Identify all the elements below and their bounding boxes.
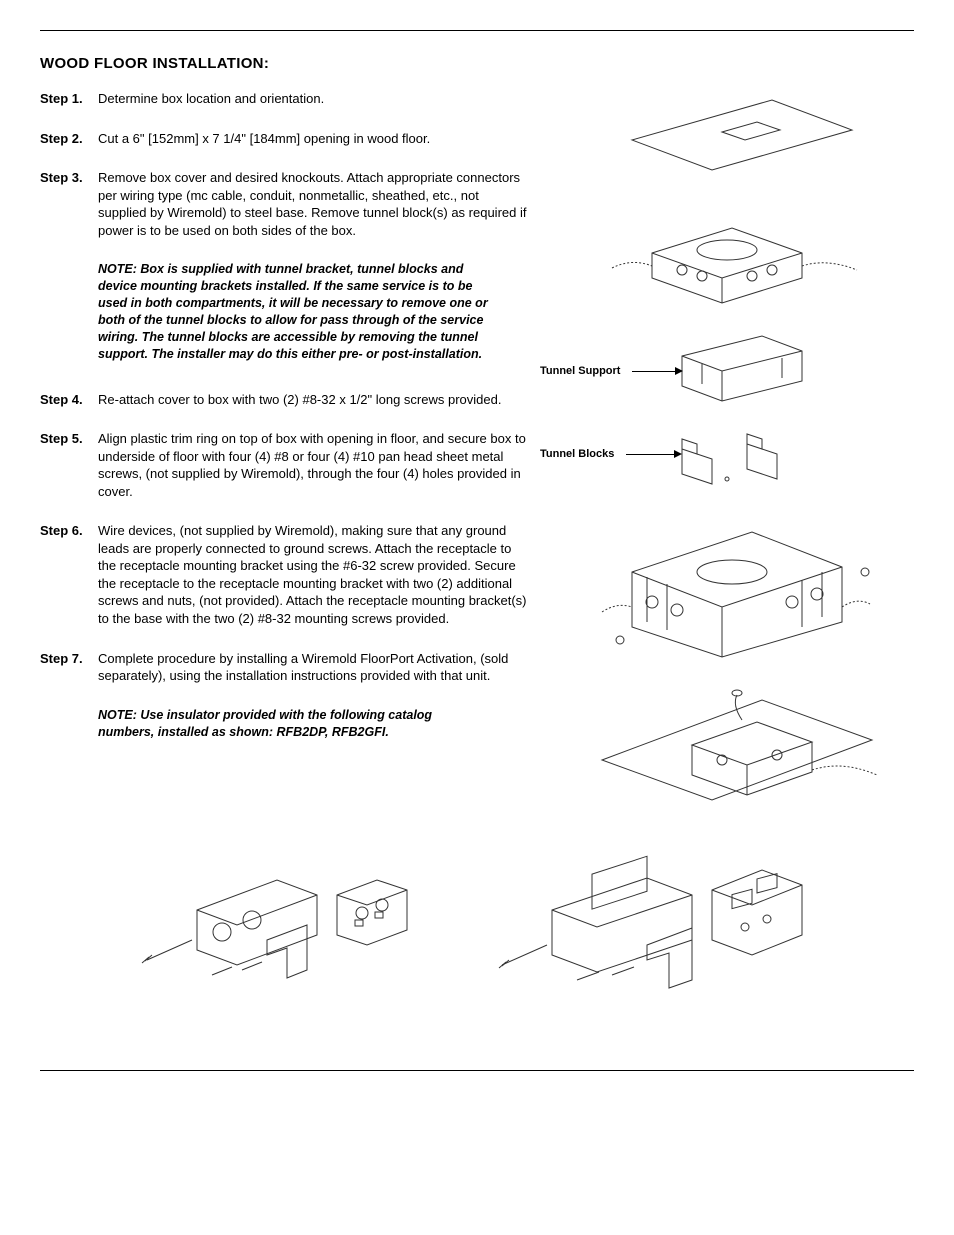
arrow-head-icon <box>674 450 682 458</box>
diagram-box-conduit <box>602 198 862 308</box>
diagram-receptacle-left <box>137 840 437 1000</box>
content-columns: Step 1. Determine box location and orien… <box>40 90 914 830</box>
step-body: Align plastic trim ring on top of box wi… <box>98 430 530 500</box>
diagram-installed-floor <box>582 680 882 830</box>
step-label: Step 1. <box>40 90 98 108</box>
bottom-diagrams <box>40 840 914 1010</box>
note-text: Box is supplied with tunnel bracket, tun… <box>98 262 488 360</box>
note-label: NOTE: <box>98 262 137 276</box>
section-title: WOOD FLOOR INSTALLATION: <box>40 55 914 72</box>
step-label: Step 4. <box>40 391 98 409</box>
note-text: Use insulator provided with the followin… <box>98 708 432 739</box>
note-2: NOTE: Use insulator provided with the fo… <box>98 707 530 741</box>
step-7: Step 7. Complete procedure by installing… <box>40 650 530 685</box>
diagram-receptacle-right <box>497 840 817 1010</box>
step-body: Complete procedure by installing a Wirem… <box>98 650 530 685</box>
diagram-tunnel-blocks <box>632 424 832 494</box>
step-label: Step 3. <box>40 169 98 239</box>
step-body: Remove box cover and desired knockouts. … <box>98 169 530 239</box>
diagram-tunnel-support <box>632 326 832 406</box>
bottom-rule <box>40 1070 914 1071</box>
diagram-open-box <box>592 512 872 662</box>
left-column: Step 1. Determine box location and orien… <box>40 90 530 830</box>
note-label: NOTE: <box>98 708 137 722</box>
step-1: Step 1. Determine box location and orien… <box>40 90 530 108</box>
diagram-stack <box>550 90 914 830</box>
step-3: Step 3. Remove box cover and desired kno… <box>40 169 530 239</box>
callout-tunnel-blocks: Tunnel Blocks <box>540 448 614 460</box>
step-5: Step 5. Align plastic trim ring on top o… <box>40 430 530 500</box>
step-4: Step 4. Re-attach cover to box with two … <box>40 391 530 409</box>
note-1: NOTE: Box is supplied with tunnel bracke… <box>98 261 530 362</box>
arrow-head-icon <box>675 367 683 375</box>
step-body: Determine box location and orientation. <box>98 90 530 108</box>
step-body: Cut a 6" [152mm] x 7 1/4" [184mm] openin… <box>98 130 530 148</box>
arrow-line <box>626 454 676 455</box>
callout-tunnel-support: Tunnel Support <box>540 365 620 377</box>
diagram-top-plate <box>602 90 862 180</box>
step-label: Step 7. <box>40 650 98 685</box>
step-2: Step 2. Cut a 6" [152mm] x 7 1/4" [184mm… <box>40 130 530 148</box>
step-label: Step 2. <box>40 130 98 148</box>
step-6: Step 6. Wire devices, (not supplied by W… <box>40 522 530 627</box>
step-body: Wire devices, (not supplied by Wiremold)… <box>98 522 530 627</box>
top-rule <box>40 30 914 31</box>
step-label: Step 6. <box>40 522 98 627</box>
step-body: Re-attach cover to box with two (2) #8-3… <box>98 391 530 409</box>
arrow-line <box>632 371 677 372</box>
right-column: Tunnel Support Tunnel Blocks <box>550 90 914 830</box>
step-label: Step 5. <box>40 430 98 500</box>
